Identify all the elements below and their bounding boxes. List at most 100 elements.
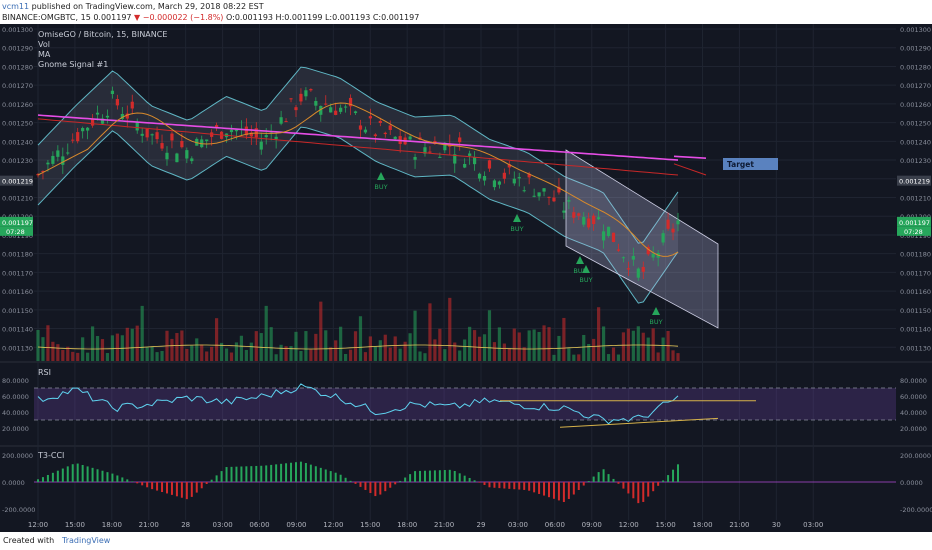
- volume-bar: [36, 329, 40, 361]
- volume-bar: [170, 338, 174, 361]
- volume-bar: [616, 354, 621, 361]
- buy-signal-label: BUY: [573, 267, 586, 275]
- volume-bar: [190, 345, 194, 361]
- volume-bar: [552, 354, 556, 361]
- y-tick-label-right: 0.001300: [900, 26, 931, 34]
- candle-body: [616, 249, 621, 251]
- price-axis-label: 0.001197: [2, 219, 33, 227]
- volume-bar: [100, 339, 105, 361]
- volume-bar: [76, 352, 80, 361]
- candle-body: [453, 154, 457, 164]
- volume-bar: [140, 305, 144, 361]
- candle-body: [597, 217, 601, 220]
- candle-body: [522, 190, 526, 192]
- volume-bar: [423, 353, 427, 361]
- volume-bar: [537, 331, 541, 361]
- ma-orange-line: [37, 102, 679, 257]
- volume-bar: [651, 328, 655, 361]
- x-tick-label: 15:00: [655, 521, 675, 529]
- buy-signal-arrow: [377, 172, 385, 180]
- volume-bar: [472, 330, 477, 361]
- volume-bar: [636, 326, 640, 361]
- volume-bar: [562, 317, 566, 361]
- candle-body: [120, 113, 124, 119]
- x-tick-label: 12:00: [619, 521, 639, 529]
- volume-bar: [215, 318, 219, 361]
- volume-bar: [512, 328, 516, 361]
- volume-bar: [309, 349, 313, 361]
- volume-bar: [299, 350, 303, 361]
- cci-tick-right: 200.0000: [900, 452, 931, 460]
- candle-body: [249, 132, 253, 137]
- candle-body: [185, 150, 189, 159]
- candle-body: [497, 181, 501, 185]
- candle-body: [408, 136, 412, 140]
- volume-bar: [468, 326, 472, 361]
- price-axis-label-box: [0, 216, 33, 227]
- price-axis-label: 0.001197: [899, 219, 930, 227]
- volume-bar: [597, 307, 601, 361]
- volume-bar: [56, 344, 60, 361]
- volume-bar: [314, 333, 318, 361]
- candle-body: [587, 218, 591, 228]
- candle-body: [145, 128, 149, 138]
- candle-body: [76, 132, 80, 142]
- chart-area[interactable]: BUY BUY BUY BUY BUY Target 12:00 15:00 18:00 21:…: [0, 24, 932, 532]
- volume-bar: [358, 316, 363, 361]
- y-tick-label-left: 0.001170: [2, 269, 33, 277]
- volume-bar: [676, 353, 680, 361]
- candle-body: [110, 90, 115, 95]
- candle-body: [388, 125, 392, 130]
- target-label: Target: [727, 160, 754, 169]
- x-tick-label: 29: [477, 521, 486, 529]
- candle-body: [81, 128, 85, 132]
- author-name[interactable]: vcm11: [2, 2, 30, 11]
- candle-body: [537, 192, 541, 197]
- volume-bar: [319, 301, 323, 361]
- candle-body: [582, 216, 586, 225]
- candle-body: [378, 120, 382, 123]
- volume-bar: [671, 350, 675, 361]
- volume-bar: [383, 334, 387, 361]
- y-tick-label-right: 0.001250: [900, 120, 931, 128]
- volume-bar: [324, 330, 328, 361]
- rsi-tick-left: 40.0000: [2, 409, 29, 417]
- rsi-line: [37, 383, 679, 425]
- candle-body: [542, 188, 546, 192]
- y-tick-label-right: 0.001260: [900, 101, 931, 109]
- candle-body: [100, 118, 105, 124]
- volume-bar: [428, 303, 432, 361]
- cci-tick-left: 0.0000: [2, 479, 25, 487]
- rsi-tick-right: 20.0000: [900, 425, 927, 433]
- candle-body: [46, 162, 50, 165]
- y-tick-label-right: 0.001150: [900, 307, 931, 315]
- volume-bar: [304, 331, 308, 361]
- volume-bar: [125, 327, 129, 361]
- volume-bar: [611, 347, 616, 361]
- candle-body: [294, 107, 298, 111]
- volume-bar: [631, 330, 635, 361]
- volume-bar: [51, 341, 55, 361]
- rsi-tick-right: 60.0000: [900, 393, 927, 401]
- price-axis-label-box: [897, 175, 931, 186]
- x-tick-label: 18:00: [102, 521, 122, 529]
- volume-bar: [398, 348, 402, 361]
- volume-bar: [601, 326, 606, 361]
- cci-tick-right: 0.0000: [900, 479, 923, 487]
- volume-bar: [61, 350, 65, 361]
- volume-bar: [373, 346, 377, 361]
- volume-bar: [492, 342, 497, 361]
- volume-bar: [254, 331, 258, 361]
- x-tick-label: 18:00: [397, 521, 417, 529]
- candle-body: [443, 142, 447, 151]
- x-tick-label: 15:00: [360, 521, 380, 529]
- cci-tick-left: -200.0000: [2, 506, 35, 514]
- volume-bar: [46, 325, 50, 361]
- candle-body: [289, 98, 293, 100]
- candle-body: [175, 153, 179, 163]
- tradingview-logo[interactable]: TradingView: [62, 536, 111, 545]
- x-tick-label: 12:00: [28, 521, 48, 529]
- volume-bar: [105, 353, 110, 361]
- y-tick-label-right: 0.001270: [900, 82, 931, 90]
